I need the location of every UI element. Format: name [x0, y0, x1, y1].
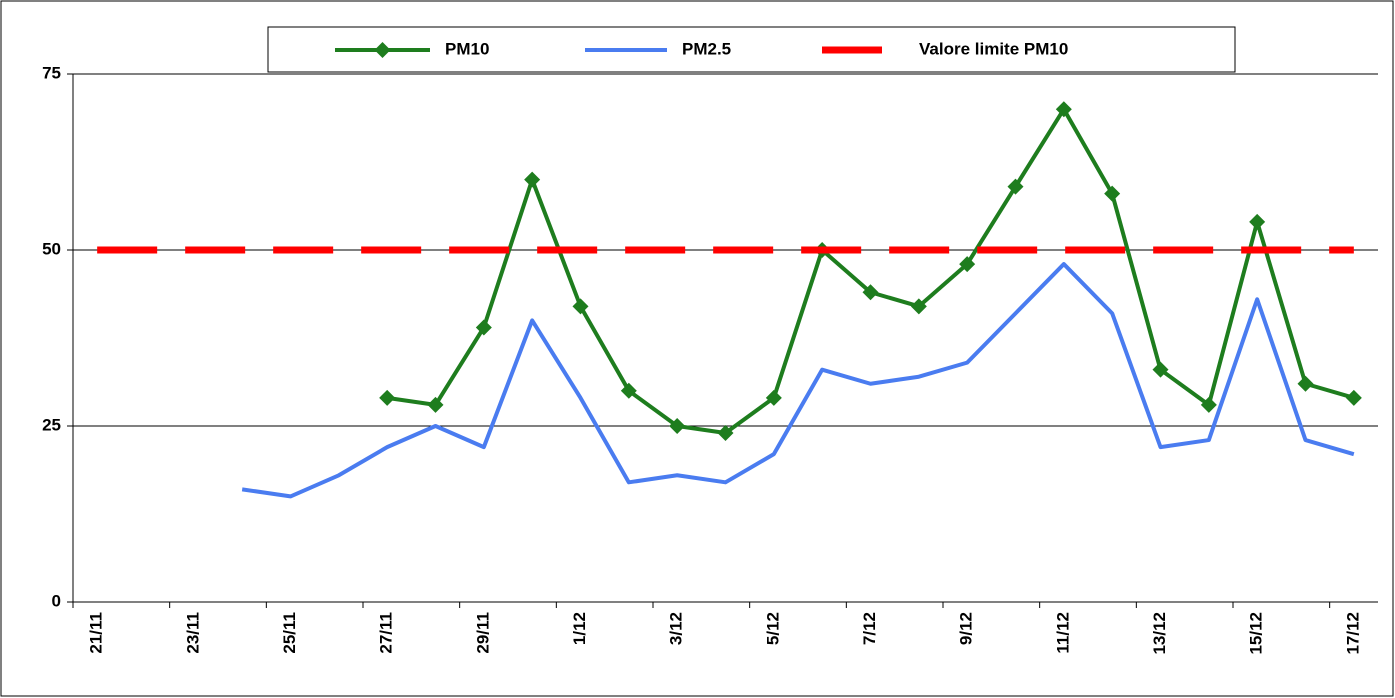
- y-tick-label: 75: [42, 63, 61, 82]
- data-marker: [1007, 178, 1024, 195]
- series-line: [241, 262, 1355, 499]
- data-marker: [524, 171, 541, 188]
- data-marker: [379, 389, 396, 406]
- x-tick-label: 17/12: [1343, 612, 1362, 655]
- x-tick-label: 21/11: [87, 612, 106, 654]
- x-tick-label: 13/12: [1150, 612, 1169, 655]
- data-marker: [1152, 361, 1169, 378]
- data-marker: [765, 389, 782, 406]
- data-marker: [1249, 213, 1266, 230]
- data-marker: [427, 396, 444, 413]
- data-marker: [959, 256, 976, 273]
- x-tick-label: 23/11: [183, 612, 202, 654]
- x-tick-label: 25/11: [280, 612, 299, 654]
- data-marker: [1297, 375, 1314, 392]
- x-tick-label: 3/12: [667, 612, 686, 645]
- data-marker: [572, 298, 589, 315]
- data-marker: [717, 425, 734, 442]
- y-tick-label: 25: [42, 415, 61, 434]
- x-tick-label: 1/12: [570, 612, 589, 645]
- x-tick-label: 29/11: [473, 612, 492, 654]
- data-marker: [475, 319, 492, 336]
- legend-label: Valore limite PM10: [919, 39, 1068, 58]
- x-tick-label: 15/12: [1247, 612, 1266, 655]
- data-marker: [862, 284, 879, 301]
- x-tick-label: 11/12: [1053, 612, 1072, 654]
- legend-label: PM2.5: [682, 39, 731, 58]
- data-marker: [1055, 101, 1072, 118]
- data-marker: [669, 418, 686, 434]
- y-tick-label: 0: [52, 591, 61, 610]
- data-marker: [910, 298, 927, 315]
- data-marker: [1200, 396, 1217, 413]
- x-tick-label: 27/11: [377, 612, 396, 654]
- y-tick-label: 50: [42, 239, 61, 258]
- legend-marker: [374, 42, 391, 58]
- data-marker: [1104, 185, 1121, 202]
- x-tick-label: 7/12: [860, 612, 879, 645]
- data-marker: [1345, 389, 1362, 406]
- x-tick-label: 5/12: [763, 612, 782, 645]
- legend-label: PM10: [445, 39, 489, 58]
- x-tick-label: 9/12: [957, 612, 976, 645]
- data-marker: [620, 382, 637, 399]
